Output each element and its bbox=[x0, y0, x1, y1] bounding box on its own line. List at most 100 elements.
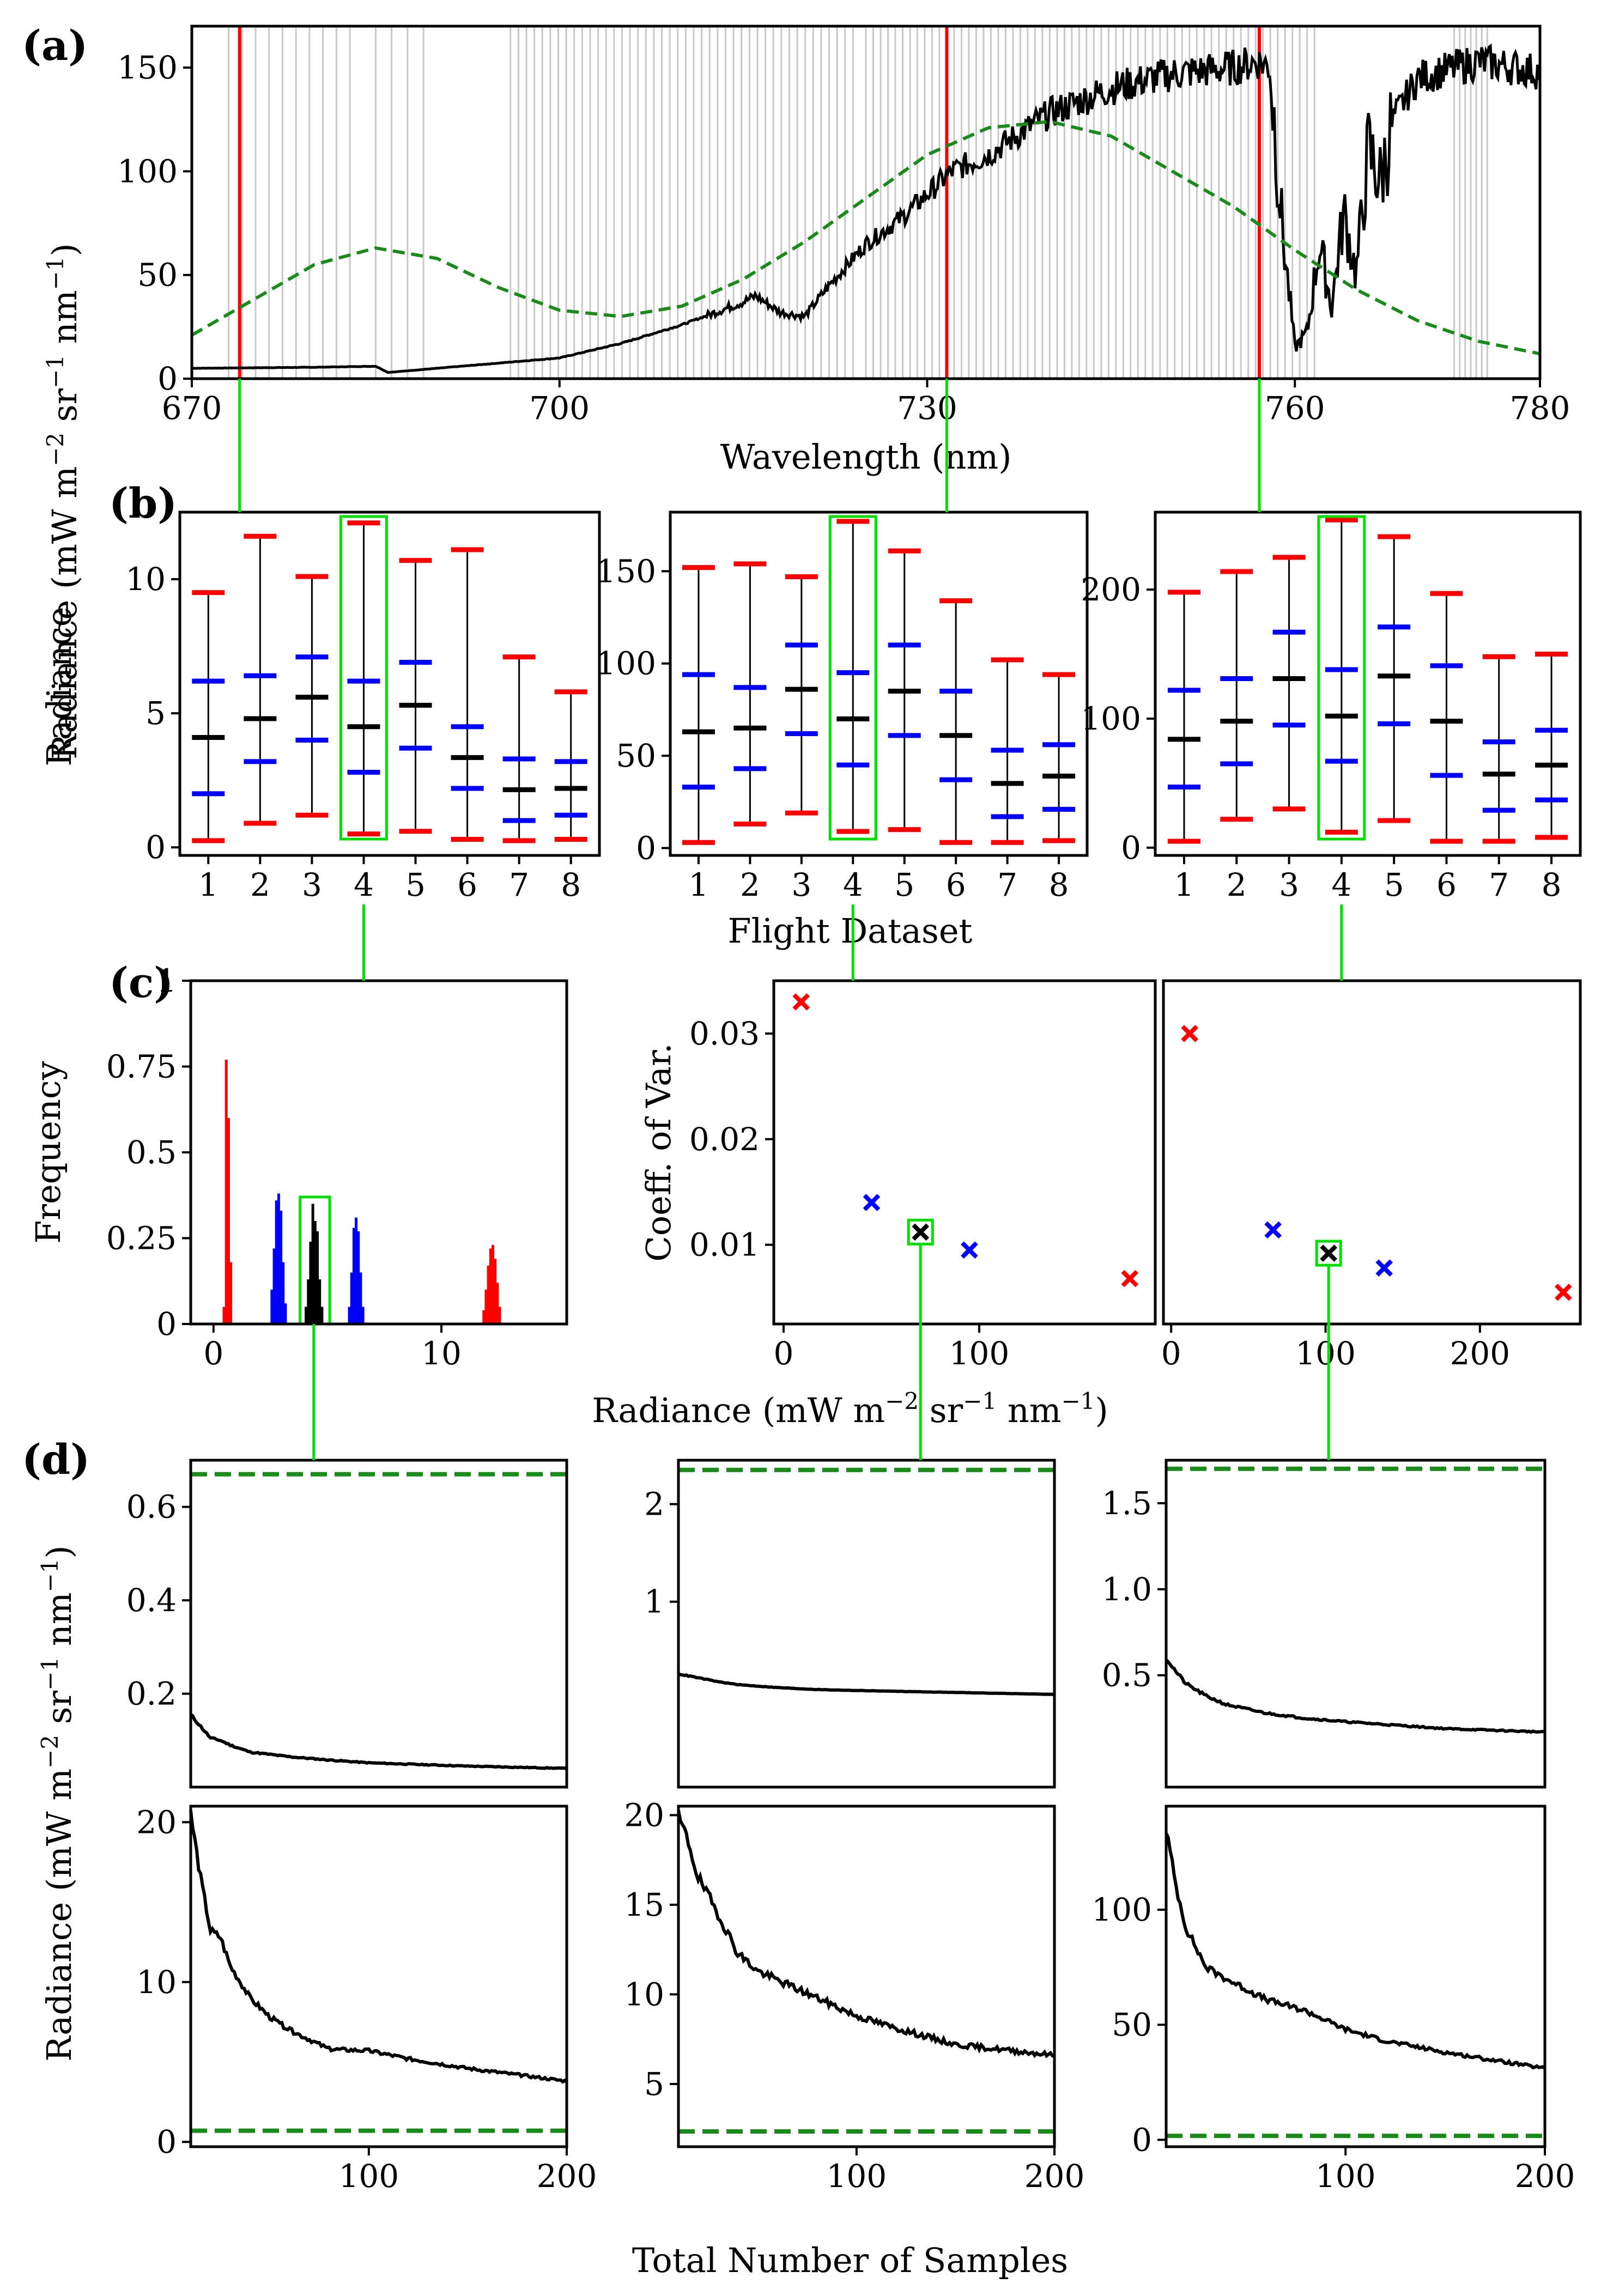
panel-b-axes-frame bbox=[669, 511, 1089, 857]
panel-b-x-tick-label: 1 bbox=[688, 866, 708, 903]
histogram-bar bbox=[229, 1262, 233, 1324]
panel-b-x-tick-label: 3 bbox=[1279, 866, 1299, 903]
panel-d-y-tick-label: 20 bbox=[624, 1796, 664, 1833]
histogram-bar bbox=[313, 1221, 317, 1324]
histogram-bar bbox=[359, 1272, 362, 1324]
histogram-bar bbox=[309, 1241, 312, 1324]
histogram-bar bbox=[492, 1245, 494, 1324]
selected-flight-highlight-box bbox=[828, 515, 877, 841]
panel-a-ylabel: Radiance (mW m−2 sr−1 nm−1) bbox=[42, 243, 84, 759]
panel-d-y-tick-label: 0.6 bbox=[126, 1489, 177, 1526]
panel-a-y-tick-label: 100 bbox=[117, 153, 178, 190]
panel-c-scatter-x-tick-label: 100 bbox=[949, 1335, 1010, 1372]
panel-b-x-tick-label: 5 bbox=[405, 866, 426, 903]
panel-d-y-tick-label: 0.5 bbox=[1102, 1657, 1152, 1694]
convergence-curve-line bbox=[677, 1672, 1055, 1696]
panel-d-y-tick-label: 10 bbox=[136, 1964, 177, 2001]
spectral-response-dashed-line bbox=[191, 120, 1541, 356]
radiance-spectrum-line bbox=[191, 43, 1541, 374]
histogram-bar bbox=[352, 1228, 355, 1324]
histogram-bar bbox=[348, 1307, 351, 1324]
panel-d-label: (d) bbox=[22, 1435, 90, 1484]
panel-a-x-tick-label: 670 bbox=[162, 390, 222, 427]
panel-d-xlabel: Total Number of Samples bbox=[632, 2240, 1068, 2280]
panel-d-y-tick-label: 0.2 bbox=[126, 1675, 177, 1712]
panel-c-scatter-frame bbox=[772, 979, 1157, 1326]
panel-a-x-tick-label: 700 bbox=[529, 390, 590, 427]
panel-d-y-tick-label: 10 bbox=[624, 1976, 664, 2013]
convergence-curve-line bbox=[190, 1712, 567, 1771]
panel-b-x-tick-label: 6 bbox=[457, 866, 477, 903]
panel-c-hist-x-tick-label: 10 bbox=[421, 1335, 462, 1372]
panel-b-x-tick-label: 5 bbox=[894, 866, 914, 903]
histogram-bar bbox=[305, 1307, 308, 1324]
panel-b-x-tick-label: 3 bbox=[302, 866, 322, 903]
panel-d-y-tick-label: 100 bbox=[1091, 1891, 1152, 1928]
panel-b-y-tick-label: 50 bbox=[616, 737, 656, 774]
histogram-bar bbox=[357, 1231, 360, 1324]
panel-c-label: (c) bbox=[109, 958, 173, 1007]
cv-scatter-point bbox=[1264, 1221, 1282, 1239]
panel-d-y-tick-label: 0.4 bbox=[126, 1582, 177, 1619]
panel-d-y-tick-label: 5 bbox=[644, 2066, 664, 2103]
panel-a-xlabel: Wavelength (nm) bbox=[720, 437, 1012, 477]
panel-d-axes-frame bbox=[189, 1805, 568, 2148]
panel-b-x-tick-label: 6 bbox=[946, 866, 966, 903]
panel-c-scatter-y-tick-label: 0.03 bbox=[689, 1015, 760, 1052]
panel-d-y-tick-label: 2 bbox=[644, 1486, 664, 1523]
panel-d-axes-frame bbox=[677, 1805, 1056, 2148]
panel-d-y-tick-label: 1.0 bbox=[1102, 1571, 1152, 1608]
convergence-curve-line bbox=[189, 1810, 568, 2084]
histogram-bar bbox=[225, 1059, 228, 1324]
panel-b-x-tick-label: 7 bbox=[1489, 866, 1509, 903]
cv-scatter-point bbox=[792, 993, 810, 1011]
panel-b-axes-frame bbox=[1154, 511, 1582, 857]
panel-d-x-tick-label: 200 bbox=[1515, 2158, 1575, 2195]
panel-d-y-tick-label: 1.5 bbox=[1102, 1485, 1152, 1522]
panel-c-hist-y-tick-label: 0.25 bbox=[106, 1220, 177, 1257]
histogram-bar bbox=[316, 1231, 319, 1324]
panel-d-y-tick-label: 15 bbox=[624, 1886, 664, 1923]
histogram-bar bbox=[498, 1307, 501, 1324]
panel-d-axes-frame bbox=[677, 1459, 1056, 1789]
histogram-bar bbox=[311, 1204, 314, 1324]
histogram-bar bbox=[280, 1211, 283, 1324]
histogram-bar bbox=[484, 1290, 488, 1324]
panel-a-axes-frame bbox=[190, 25, 1542, 380]
panel-b-x-tick-label: 7 bbox=[509, 866, 529, 903]
panel-b-y-tick-label: 0 bbox=[636, 829, 656, 866]
panel-b-x-tick-label: 5 bbox=[1384, 866, 1404, 903]
panel-b-x-tick-label: 4 bbox=[354, 866, 374, 903]
panel-b-x-tick-label: 1 bbox=[198, 866, 219, 903]
panel-d-y-tick-label: 0 bbox=[1132, 2121, 1152, 2158]
panel-c-histogram-frame bbox=[189, 979, 568, 1326]
panel-b-y-tick-label: 10 bbox=[125, 561, 166, 598]
cv-scatter-point bbox=[1181, 1025, 1198, 1042]
histogram-bar bbox=[270, 1290, 274, 1324]
panel-b-x-tick-label: 8 bbox=[1542, 866, 1562, 903]
histogram-bar bbox=[350, 1272, 353, 1324]
panel-b-x-tick-label: 4 bbox=[843, 866, 863, 903]
panel-d-x-tick-label: 100 bbox=[826, 2158, 887, 2195]
histogram-bar bbox=[489, 1248, 492, 1324]
panel-a-y-tick-label: 0 bbox=[157, 360, 178, 397]
panel-b-y-tick-label: 150 bbox=[596, 552, 656, 590]
panel-d-y-tick-label: 20 bbox=[136, 1803, 177, 1841]
histogram-bar bbox=[496, 1283, 499, 1324]
panel-b-x-tick-label: 4 bbox=[1331, 866, 1351, 903]
histogram-bar bbox=[282, 1262, 285, 1324]
histogram-bar bbox=[277, 1193, 280, 1324]
convergence-curve-line bbox=[1165, 1832, 1546, 2070]
panel-c-scatter-x-tick-label: 0 bbox=[773, 1335, 793, 1372]
cv-scatter-point bbox=[1375, 1259, 1393, 1277]
panel-c-hist-x-tick-label: 0 bbox=[203, 1335, 223, 1372]
cv-scatter-point bbox=[863, 1194, 881, 1211]
panel-d-ylabel: Radiance (mW m−2 sr−1 nm−1) bbox=[37, 1545, 79, 2061]
panel-b-x-tick-label: 2 bbox=[740, 866, 760, 903]
histogram-bar bbox=[275, 1200, 278, 1324]
panel-d-x-tick-label: 200 bbox=[537, 2158, 597, 2195]
panel-d-x-tick-label: 100 bbox=[1315, 2158, 1376, 2195]
histogram-bar bbox=[355, 1217, 358, 1324]
panel-a-x-tick-label: 760 bbox=[1265, 390, 1325, 427]
